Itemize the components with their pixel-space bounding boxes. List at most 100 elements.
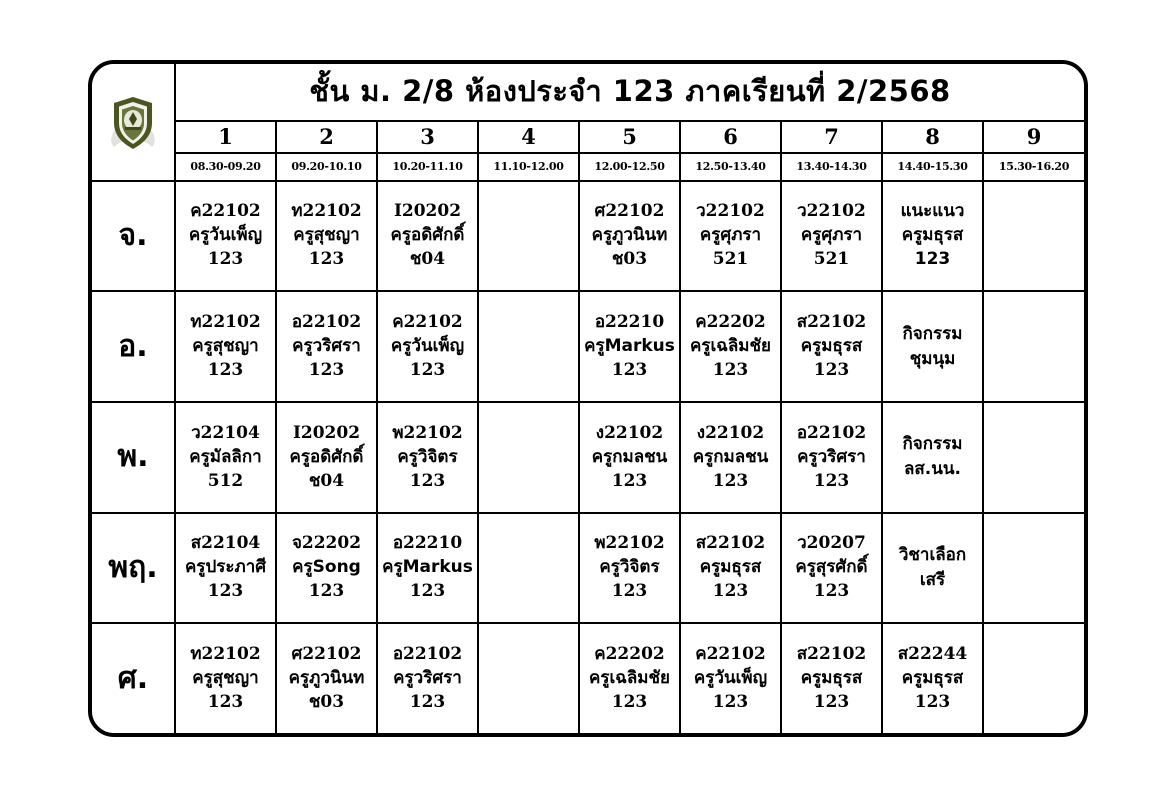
teacher-name: ครูมธุรส: [699, 557, 762, 578]
room-number: 123: [308, 249, 345, 270]
room-number: 123: [813, 581, 850, 602]
room-number: 123: [207, 692, 244, 713]
teacher-name: ครูอดิศักดิ์: [289, 446, 364, 467]
slot-monday-4[interactable]: [477, 179, 580, 293]
slot-monday-2[interactable]: ท22102 ครูสุชญา 123: [275, 179, 378, 293]
subject-code: พ22102: [594, 533, 665, 554]
subject-code: ส22102: [796, 312, 867, 333]
slot-friday-3[interactable]: อ22102 ครูวริศรา 123: [376, 622, 479, 733]
timetable-frame: ชั้น ม. 2/8 ห้องประจำ 123 ภาคเรียนที่ 2/…: [88, 60, 1088, 737]
table-row: พ. ว22104 ครูมัลลิกา 512 I20202 ครูอดิศักดิ…: [92, 400, 1084, 514]
room-number: 123: [611, 360, 648, 381]
room-number: 123: [914, 249, 951, 270]
slot-tuesday-3[interactable]: ค22102 ครูวันเพ็ญ 123: [376, 290, 479, 403]
slot-wednesday-4[interactable]: [477, 400, 580, 514]
slot-wednesday-6[interactable]: ง22102 ครูกมลชน 123: [679, 400, 782, 514]
slot-friday-8[interactable]: ส22244 ครูมธุรส 123: [881, 622, 984, 733]
subject-code: อ22102: [392, 644, 463, 665]
subject-code: อ22210: [392, 533, 463, 554]
slot-tuesday-8[interactable]: กิจกรรม ชุมนุม: [881, 290, 984, 403]
subject-code: ส22102: [796, 644, 867, 665]
room-number: 123: [409, 692, 446, 713]
room-number: 123: [409, 581, 446, 602]
slot-thursday-6[interactable]: ส22102 ครูมธุรส 123: [679, 511, 782, 625]
slot-monday-3[interactable]: I20202 ครูอดิศักดิ์ ช04: [376, 179, 479, 293]
slot-tuesday-2[interactable]: อ22102 ครูวริศรา 123: [275, 290, 378, 403]
slot-monday-7[interactable]: ว22102 ครูศุภรา 521: [780, 179, 883, 293]
day-label: อ.: [118, 328, 148, 364]
subject-code: ท22102: [190, 644, 261, 665]
period-time-label: 13.40-14.30: [796, 160, 867, 174]
slot-thursday-5[interactable]: พ22102 ครูวิจิตร 123: [578, 511, 681, 625]
slot-friday-6[interactable]: ค22102 ครูวันเพ็ญ 123: [679, 622, 782, 733]
slot-thursday-7[interactable]: ว20207 ครูสุรศักดิ์ 123: [780, 511, 883, 625]
slot-thursday-8[interactable]: วิชาเลือก เสรี: [881, 511, 984, 625]
period-number-label: 4: [521, 124, 536, 150]
slot-friday-5[interactable]: ค22202 ครูเฉลิมชัย 123: [578, 622, 681, 733]
subject-code: ว22102: [696, 201, 765, 222]
teacher-name: ครูเฉลิมชัย: [588, 668, 670, 689]
slot-monday-6[interactable]: ว22102 ครูศุภรา 521: [679, 179, 782, 293]
subject-code: ว22104: [191, 422, 260, 443]
slot-monday-9[interactable]: [982, 179, 1084, 293]
slot-monday-1[interactable]: ค22102 ครูวันเพ็ญ 123: [174, 179, 277, 293]
teacher-name: ครูวริศรา: [393, 668, 462, 689]
slot-friday-4[interactable]: [477, 622, 580, 733]
slot-tuesday-5[interactable]: อ22210 ครูMarkus 123: [578, 290, 681, 403]
slot-friday-7[interactable]: ส22102 ครูมธุรส 123: [780, 622, 883, 733]
slot-friday-9[interactable]: [982, 622, 1084, 733]
slot-tuesday-4[interactable]: [477, 290, 580, 403]
slot-wednesday-9[interactable]: [982, 400, 1084, 514]
subject-code: I20202: [292, 422, 361, 443]
period-time-cell-6: 12.50-13.40: [679, 151, 782, 182]
room-number: 123: [207, 581, 244, 602]
slot-thursday-9[interactable]: [982, 511, 1084, 625]
slot-tuesday-6[interactable]: ค22202 ครูเฉลิมชัย 123: [679, 290, 782, 403]
slot-thursday-1[interactable]: ส22104 ครูประภาศี 123: [174, 511, 277, 625]
teacher-name: ลส.นน.: [904, 459, 961, 480]
teacher-name: ชุมนุม: [909, 348, 956, 369]
teacher-name: ครูกมลชน: [591, 446, 668, 467]
slot-monday-5[interactable]: ศ22102 ครูภูวนินท ช03: [578, 179, 681, 293]
slot-wednesday-5[interactable]: ง22102 ครูกมลชน 123: [578, 400, 681, 514]
slot-wednesday-7[interactable]: อ22102 ครูวริศรา 123: [780, 400, 883, 514]
slot-wednesday-3[interactable]: พ22102 ครูวิจิตร 123: [376, 400, 479, 514]
period-number-cell-2: 2: [275, 120, 378, 154]
room-number: 123: [813, 470, 850, 491]
slot-wednesday-2[interactable]: I20202 ครูอดิศักดิ์ ช04: [275, 400, 378, 514]
slot-friday-1[interactable]: ท22102 ครูสุชญา 123: [174, 622, 277, 733]
room-number: 123: [712, 360, 749, 381]
period-time-label: 09.20-10.10: [291, 160, 362, 174]
slot-tuesday-9[interactable]: [982, 290, 1084, 403]
period-number-label: 7: [824, 124, 839, 150]
slot-wednesday-1[interactable]: ว22104 ครูมัลลิกา 512: [174, 400, 277, 514]
slot-wednesday-8[interactable]: กิจกรรม ลส.นน.: [881, 400, 984, 514]
period-number-label: 1: [218, 124, 233, 150]
teacher-name: ครูมธุรส: [800, 336, 863, 357]
slot-thursday-2[interactable]: จ22202 ครูSong 123: [275, 511, 378, 625]
slot-thursday-3[interactable]: อ22210 ครูMarkus 123: [376, 511, 479, 625]
teacher-name: ครูSong: [292, 557, 361, 578]
period-time-cell-4: 11.10-12.00: [477, 151, 580, 182]
subject-code: ว22102: [797, 201, 866, 222]
table-row: จ. ค22102 ครูวันเพ็ญ 123 ท22102 ครูสุชญา 123…: [92, 179, 1084, 293]
room-number: 521: [712, 249, 749, 270]
teacher-name: ครูMarkus: [584, 336, 675, 357]
day-label-cell-friday: ศ.: [92, 622, 176, 733]
period-time-label: 12.00-12.50: [594, 160, 665, 174]
room-number: 123: [712, 581, 749, 602]
subject-code: ศ22102: [594, 201, 665, 222]
slot-tuesday-1[interactable]: ท22102 ครูสุชญา 123: [174, 290, 277, 403]
period-number-cell-6: 6: [679, 120, 782, 154]
room-number: ช03: [308, 692, 345, 713]
slot-thursday-4[interactable]: [477, 511, 580, 625]
room-number: 123: [611, 470, 648, 491]
room-number: 123: [308, 360, 345, 381]
slot-friday-2[interactable]: ศ22102 ครูภูวนินท ช03: [275, 622, 378, 733]
slot-tuesday-7[interactable]: ส22102 ครูมธุรส 123: [780, 290, 883, 403]
subject-code: ท22102: [291, 201, 362, 222]
period-number-cell-7: 7: [780, 120, 883, 154]
subject-code: ส22244: [897, 644, 968, 665]
subject-code: ง22102: [696, 422, 765, 443]
slot-monday-8[interactable]: แนะแนว ครูมธุรส 123: [881, 179, 984, 293]
